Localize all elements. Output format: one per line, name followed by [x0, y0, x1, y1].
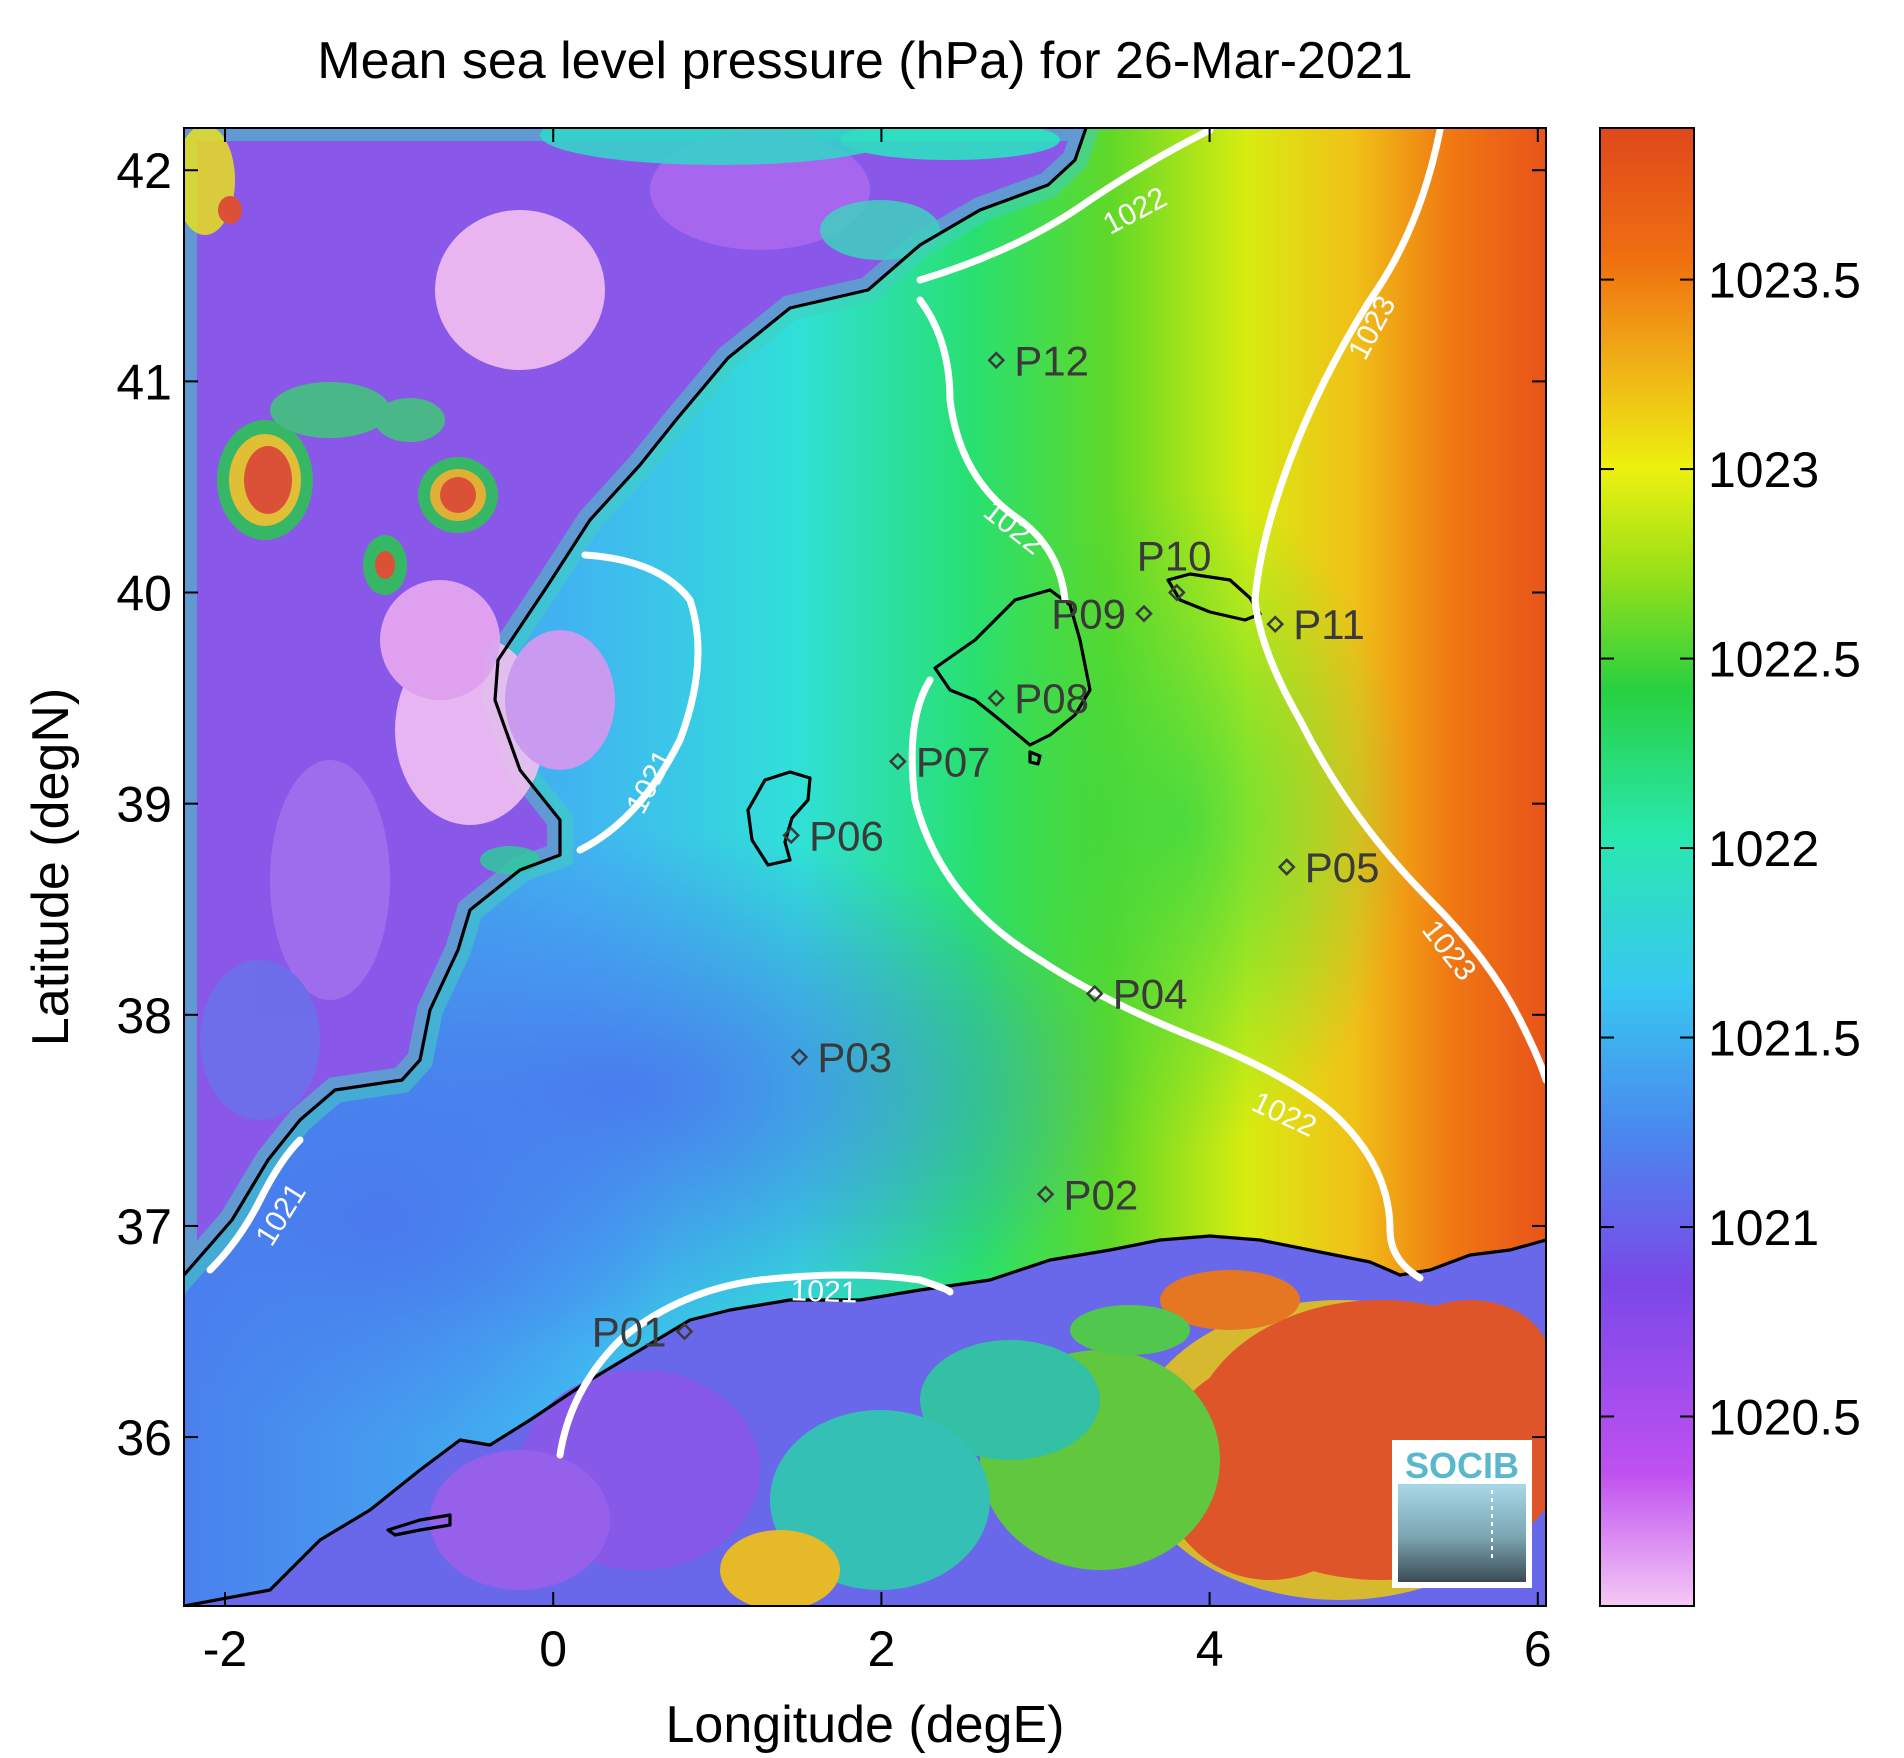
station-marker-icon [675, 1322, 694, 1341]
station-label: P01 [592, 1309, 667, 1356]
station-marker-icon [987, 351, 1006, 370]
station-label: P05 [1305, 844, 1380, 891]
station-marker-icon [782, 826, 800, 845]
station-p12[interactable]: P12 [987, 337, 1089, 384]
station-marker-icon [987, 689, 1006, 707]
chart-title: Mean sea level pressure (hPa) for 26-Mar… [317, 32, 1412, 90]
station-p11[interactable]: P11 [1266, 601, 1365, 648]
station-marker-icon [888, 752, 907, 771]
station-marker-icon [790, 1048, 809, 1066]
colorbar-tick-label: 1023 [1708, 442, 1819, 498]
station-label: P03 [817, 1034, 892, 1081]
station-marker-icon [1167, 583, 1186, 602]
station-marker-icon [1036, 1185, 1055, 1204]
station-label: P10 [1137, 533, 1212, 580]
station-p05[interactable]: P05 [1277, 844, 1380, 891]
station-p07[interactable]: P07 [888, 738, 991, 785]
contour-label: 1021 [790, 1274, 858, 1309]
y-tick-label: 39 [116, 777, 172, 833]
station-marker-icon [1085, 984, 1104, 1003]
station-p08[interactable]: P08 [987, 675, 1089, 722]
colorbar-tick-label: 1022 [1708, 821, 1819, 877]
y-tick-label: 41 [116, 354, 172, 410]
colorbar-tick-label: 1021.5 [1708, 1011, 1861, 1067]
x-tick-label: 0 [539, 1621, 567, 1677]
station-p06[interactable]: P06 [782, 812, 884, 859]
station-p10[interactable]: P10 [1137, 533, 1212, 602]
colorbar-tick-label: 1020.5 [1708, 1390, 1861, 1446]
y-tick-label: 37 [116, 1199, 172, 1255]
station-label: P06 [809, 812, 884, 859]
x-tick-label: -2 [203, 1621, 247, 1677]
station-label: P09 [1051, 591, 1126, 638]
station-marker-icon [1266, 615, 1285, 634]
x-tick-label: 2 [868, 1621, 896, 1677]
y-axis-label: Latitude (degN) [22, 688, 80, 1046]
station-label: P12 [1014, 337, 1089, 384]
x-tick-label: 4 [1196, 1621, 1224, 1677]
colorbar-frame [1599, 127, 1695, 1607]
coastline [184, 128, 1546, 1606]
plot-frame [183, 127, 1547, 1607]
y-tick-label: 40 [116, 566, 172, 622]
pressure-contours [206, 128, 1546, 1459]
station-marker-icon [1135, 604, 1153, 623]
colorbar-tick-label: 1022.5 [1708, 632, 1861, 688]
colorbar-tick-label: 1021 [1708, 1200, 1819, 1256]
station-p01[interactable]: P01 [592, 1309, 694, 1356]
station-label: P08 [1014, 675, 1089, 722]
station-p09[interactable]: P09 [1051, 591, 1153, 638]
y-tick-label: 36 [116, 1410, 172, 1466]
x-axis-label: Longitude (degE) [666, 1696, 1065, 1754]
y-tick-label: 38 [116, 988, 172, 1044]
socib-logo: SOCIB [1392, 1440, 1532, 1588]
x-tick-label: 6 [1524, 1621, 1552, 1677]
station-label: P11 [1293, 601, 1365, 648]
station-label: P04 [1113, 971, 1188, 1018]
station-p03[interactable]: P03 [790, 1034, 892, 1081]
colorbar [1600, 128, 1694, 1606]
pressure-field: SOCIB [184, 128, 1546, 1606]
station-marker-icon [1277, 858, 1296, 876]
station-label: P07 [916, 738, 991, 785]
station-p04[interactable]: P04 [1085, 971, 1188, 1018]
station-label: P02 [1064, 1171, 1139, 1218]
socib-logo-text: SOCIB [1405, 1445, 1519, 1486]
colorbar-tick-label: 1023.5 [1708, 253, 1861, 309]
station-p02[interactable]: P02 [1036, 1171, 1139, 1218]
y-tick-label: 42 [116, 143, 172, 199]
